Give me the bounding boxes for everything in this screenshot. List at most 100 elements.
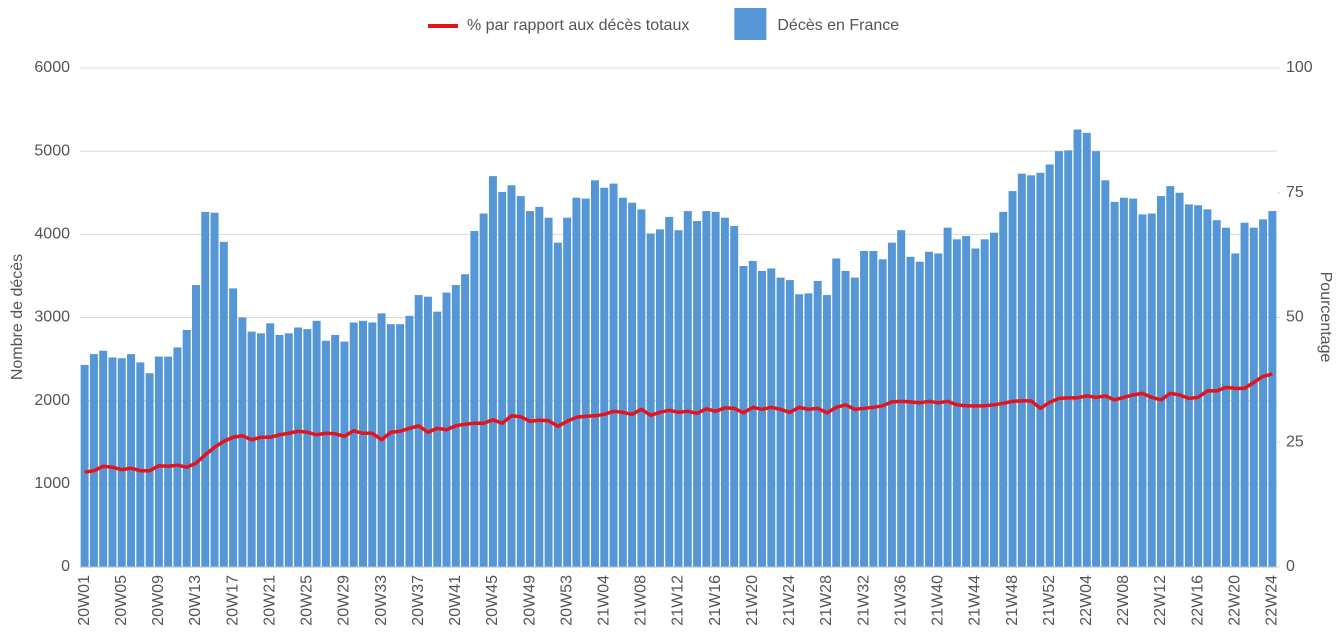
- bar: [247, 331, 256, 567]
- bar: [117, 358, 126, 567]
- y-tick-label: 6000: [34, 59, 70, 76]
- x-tick-label: 20W49: [521, 575, 538, 626]
- bar: [108, 357, 117, 567]
- bar: [479, 213, 488, 567]
- bar: [201, 211, 210, 567]
- bar: [321, 340, 330, 567]
- x-tick-label: 21W28: [818, 575, 835, 626]
- bar: [962, 235, 971, 567]
- x-tick-label: 21W16: [707, 575, 724, 626]
- x-tick-label: 21W52: [1041, 575, 1058, 626]
- bar: [674, 230, 683, 568]
- bar: [971, 248, 980, 567]
- bar: [182, 329, 191, 567]
- bar: [173, 347, 182, 567]
- bar: [906, 256, 915, 567]
- bar: [1194, 205, 1203, 567]
- x-tick-label: 20W41: [447, 575, 464, 626]
- bar: [164, 356, 173, 567]
- bar: [702, 211, 711, 567]
- bar: [516, 196, 525, 567]
- bar: [340, 341, 349, 567]
- y2-axis-title: Pourcentage: [1317, 272, 1334, 363]
- y-tick-label: 0: [61, 558, 70, 575]
- x-tick-label: 20W45: [484, 575, 501, 626]
- bar: [609, 183, 618, 567]
- bar: [488, 176, 497, 567]
- bar: [1221, 227, 1230, 567]
- bar: [405, 315, 414, 567]
- bar: [544, 217, 553, 567]
- bar: [386, 324, 395, 567]
- bar: [590, 180, 599, 567]
- bar: [1212, 220, 1221, 567]
- bar: [693, 221, 702, 567]
- bar: [136, 362, 145, 567]
- bar: [1073, 129, 1082, 567]
- x-tick-label: 20W17: [224, 575, 241, 626]
- bar: [841, 270, 850, 567]
- x-tick-label: 21W24: [781, 575, 798, 626]
- bar: [1017, 173, 1026, 567]
- bar: [1110, 201, 1119, 568]
- bar: [581, 198, 590, 568]
- bar: [284, 333, 293, 567]
- bar: [832, 258, 841, 567]
- bar: [229, 288, 238, 567]
- x-tick-label: 21W32: [855, 575, 872, 626]
- y-tick-label: 1000: [34, 475, 70, 492]
- bar: [915, 261, 924, 567]
- bar: [637, 209, 646, 567]
- bar: [980, 239, 989, 567]
- bar: [349, 322, 358, 567]
- x-tick-label: 22W04: [1078, 575, 1095, 626]
- bar: [748, 260, 757, 567]
- bar: [507, 185, 516, 567]
- y-tick-label: 3000: [34, 309, 70, 326]
- bar: [822, 295, 831, 567]
- bar: [238, 317, 247, 567]
- bar: [720, 217, 729, 567]
- x-tick-label: 22W24: [1264, 575, 1281, 626]
- bar: [1101, 180, 1110, 567]
- bar: [210, 212, 219, 567]
- bar: [1240, 222, 1249, 567]
- bar: [312, 320, 321, 567]
- x-tick-label: 22W12: [1152, 575, 1169, 626]
- bar: [785, 280, 794, 567]
- bar: [1054, 151, 1063, 567]
- x-tick-label: 21W40: [930, 575, 947, 626]
- bar: [1184, 204, 1193, 568]
- y2-tick-label: 100: [1286, 59, 1313, 76]
- bar: [154, 356, 163, 567]
- x-tick-label: 21W44: [967, 575, 984, 626]
- bar: [767, 268, 776, 567]
- bar: [925, 251, 934, 567]
- bar: [730, 226, 739, 567]
- bar: [219, 241, 228, 567]
- bar: [1129, 198, 1138, 568]
- x-tick-label: 21W04: [595, 575, 612, 626]
- y-tick-label: 4000: [34, 226, 70, 243]
- bar: [655, 229, 664, 568]
- line: [84, 372, 1273, 474]
- y2-tick-label: 50: [1286, 309, 1304, 326]
- bar: [999, 211, 1008, 567]
- bar: [739, 265, 748, 567]
- bar: [433, 311, 442, 567]
- bar: [563, 217, 572, 567]
- bar: [359, 320, 368, 567]
- x-tick-label: 21W20: [744, 575, 761, 626]
- legend-label: Décès en France: [777, 17, 899, 34]
- bar: [414, 295, 423, 567]
- legend-swatch: [734, 8, 767, 40]
- bar: [795, 294, 804, 567]
- y-tick-label: 5000: [34, 142, 70, 159]
- x-tick-label: 20W53: [558, 575, 575, 626]
- bar: [1008, 191, 1017, 567]
- bar: [1203, 209, 1212, 567]
- bar: [1045, 164, 1054, 567]
- bar: [665, 216, 674, 567]
- x-tick-label: 20W21: [261, 575, 278, 626]
